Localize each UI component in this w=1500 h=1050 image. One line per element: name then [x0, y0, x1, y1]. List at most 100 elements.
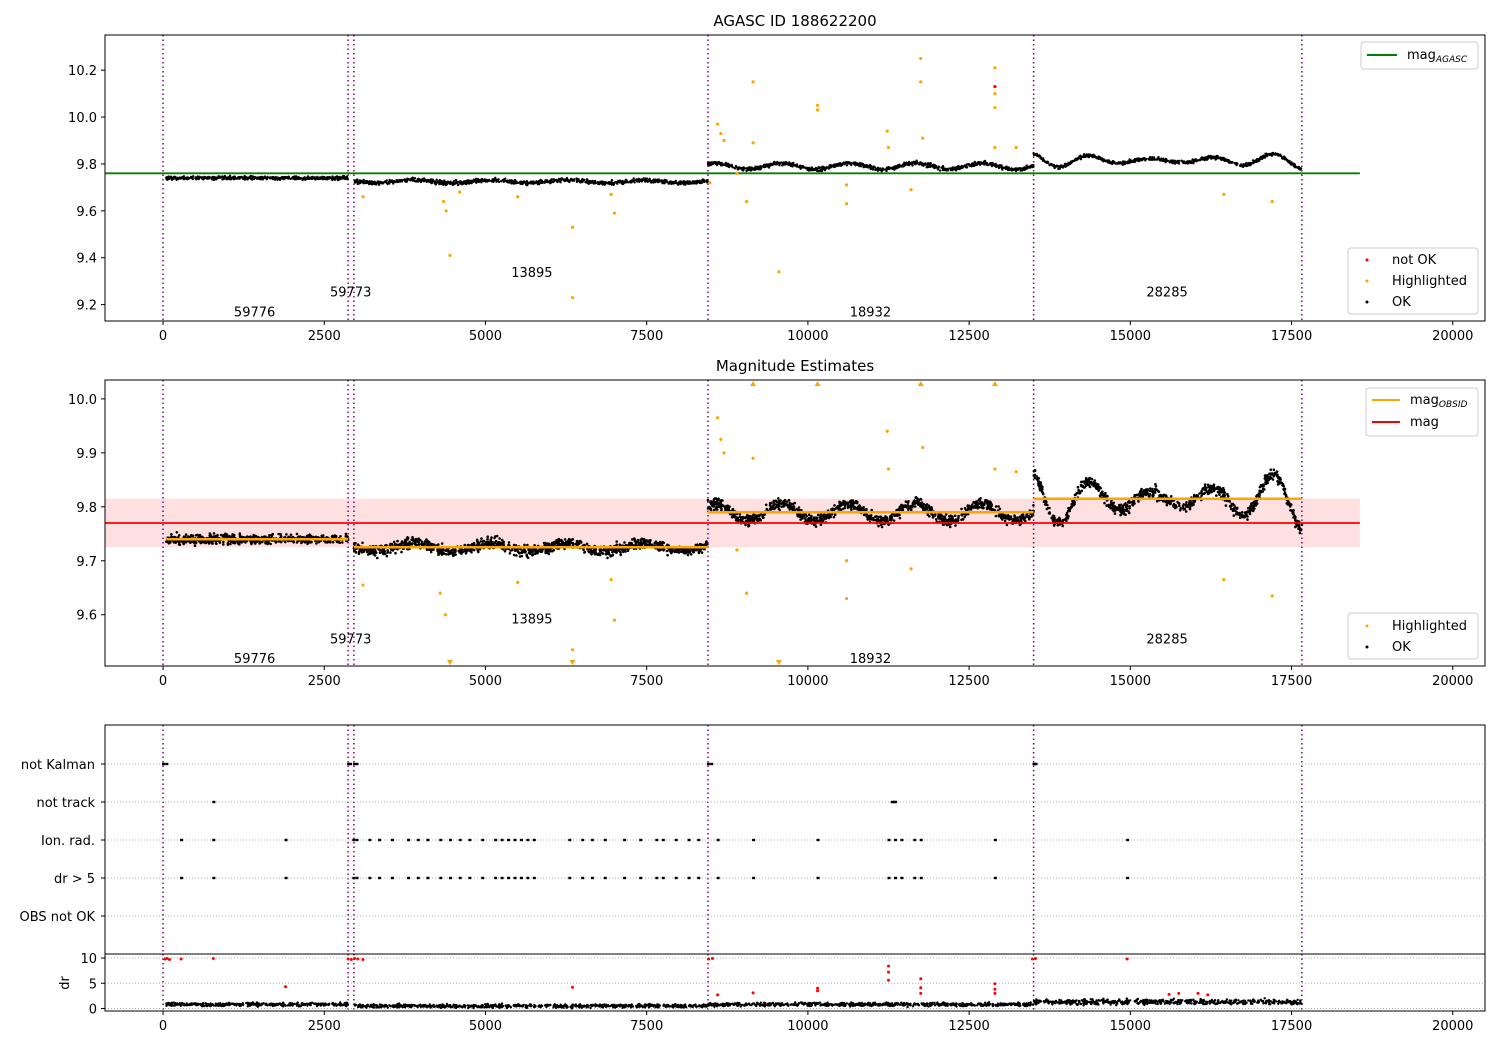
ok-point — [802, 166, 806, 169]
ok-point — [1202, 157, 1205, 160]
ok-point — [610, 178, 614, 182]
ok-point — [344, 532, 348, 536]
ok-point — [1129, 160, 1133, 163]
ok-point — [586, 181, 589, 184]
ok-point — [229, 542, 232, 546]
ok-point — [319, 176, 322, 180]
ok-point — [592, 182, 596, 185]
ok-point — [941, 165, 945, 168]
ok-point — [401, 541, 404, 544]
ok-point — [200, 177, 204, 180]
ok-point — [1165, 159, 1169, 162]
x-tick-label: 10000 — [787, 329, 828, 344]
ok-point — [791, 162, 795, 165]
ok-point — [406, 543, 409, 546]
ok-point — [372, 553, 375, 556]
agasc-legend-mag-sub: AGASC — [1435, 55, 1468, 65]
ok-point — [452, 183, 455, 186]
ok-point — [1097, 156, 1100, 159]
ok-point — [653, 179, 657, 182]
ok-point — [621, 182, 625, 186]
ok-point — [534, 181, 537, 185]
highlighted-point — [719, 131, 723, 136]
ok-point — [557, 542, 561, 546]
ok-point — [237, 176, 240, 179]
ok-point — [645, 543, 649, 547]
ok-marker-icon — [1365, 300, 1369, 304]
ok-point — [1090, 154, 1094, 157]
ok-point — [365, 549, 369, 553]
ok-point — [1045, 161, 1049, 164]
ok-point — [287, 176, 290, 180]
ok-point — [607, 550, 610, 554]
ok-point — [565, 543, 569, 547]
ok-point — [997, 505, 1000, 508]
ok-point — [817, 165, 820, 169]
ok-point — [272, 176, 276, 179]
ok-point — [648, 539, 652, 542]
ok-point — [795, 165, 798, 168]
ok-point — [438, 550, 441, 554]
ok-point — [187, 177, 190, 180]
ok-point — [565, 179, 568, 182]
x-tick-label: 7500 — [630, 329, 663, 344]
ok-point — [658, 541, 661, 545]
ok-point — [368, 181, 371, 184]
ok-point — [1244, 164, 1248, 167]
ok-point — [558, 180, 561, 183]
ok-point — [263, 176, 267, 180]
ok-point — [580, 179, 583, 182]
ok-point — [354, 541, 357, 545]
ok-point — [339, 535, 342, 538]
ok-point — [832, 165, 836, 168]
ok-point — [570, 538, 573, 542]
ok-point — [414, 543, 418, 546]
ok-point — [970, 165, 973, 168]
ok-point — [1100, 158, 1103, 161]
ok-point — [1231, 161, 1234, 164]
ok-point — [1227, 159, 1230, 163]
ok-point — [171, 176, 175, 180]
highlighted-point — [570, 225, 575, 229]
ok-point — [775, 162, 779, 166]
highlighted-point — [735, 171, 739, 175]
ok-point — [1126, 162, 1130, 165]
ok-point — [598, 181, 602, 184]
ok-point — [552, 178, 555, 181]
ok-point — [815, 167, 818, 170]
ok-point — [1087, 153, 1090, 157]
ok-point — [591, 179, 594, 183]
ok-point — [249, 176, 252, 180]
ok-point — [224, 176, 227, 180]
ok-point — [1010, 167, 1013, 170]
ok-point — [718, 161, 721, 165]
ok-point — [615, 551, 618, 554]
ok-point — [729, 163, 733, 167]
ok-point — [1058, 165, 1061, 168]
ok-point — [508, 552, 512, 555]
ok-point — [440, 542, 444, 545]
ok-point — [228, 175, 231, 178]
ok-point — [882, 168, 885, 171]
ok-point — [437, 180, 441, 183]
ok-point — [277, 540, 280, 543]
ok-point — [341, 541, 344, 544]
highlighted-point — [993, 66, 997, 70]
ok-point — [331, 175, 334, 178]
ok-point — [1032, 165, 1035, 169]
ok-point — [253, 534, 256, 537]
highlighted-point — [751, 141, 755, 145]
ok-point — [770, 163, 773, 167]
ok-point — [646, 539, 649, 542]
ok-point — [309, 534, 313, 538]
ok-point — [633, 181, 636, 184]
ok-point — [291, 540, 295, 543]
ok-point — [1107, 160, 1110, 163]
ok-point — [628, 541, 631, 545]
ok-point — [885, 166, 889, 169]
ok-point — [1284, 157, 1287, 160]
ok-point — [893, 166, 896, 169]
ok-point — [314, 535, 318, 539]
highlighted-point — [993, 145, 997, 150]
ok-point — [477, 550, 480, 554]
